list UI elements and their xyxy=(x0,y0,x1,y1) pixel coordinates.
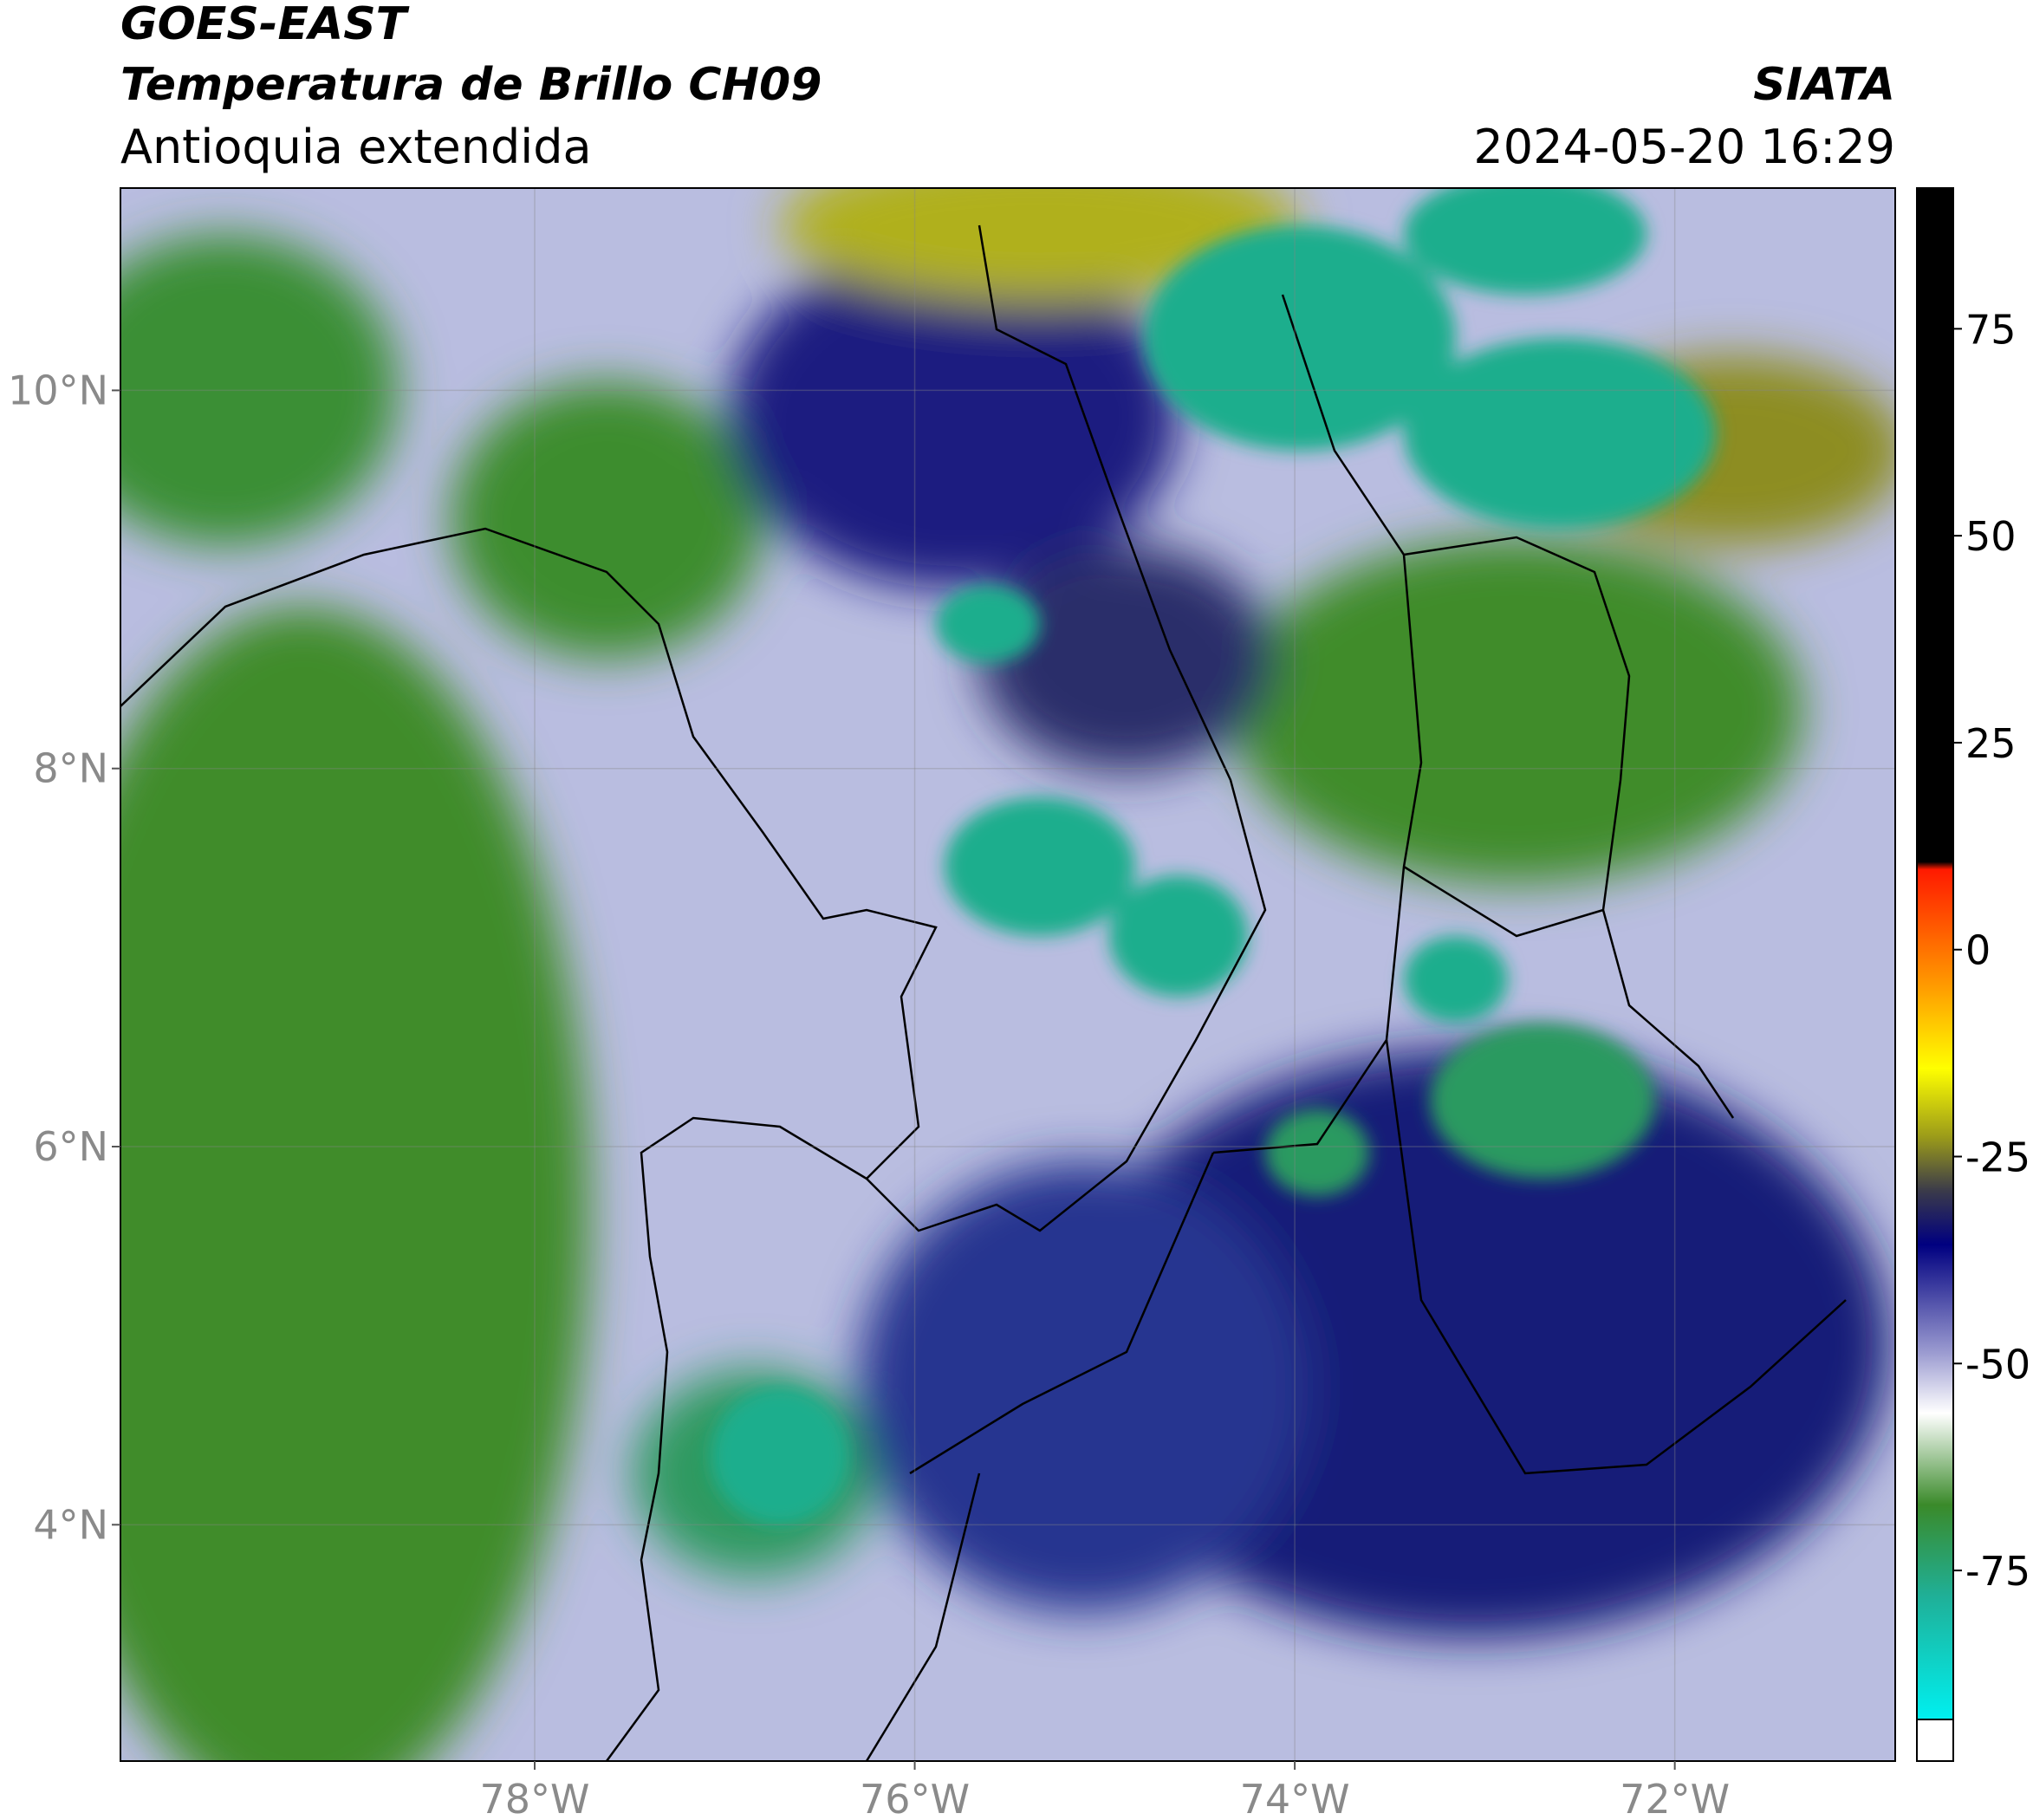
colorbar-tick-label: 75 xyxy=(1965,306,2017,353)
colorbar-frame xyxy=(1916,187,1954,1762)
colorbar xyxy=(1917,188,1953,1719)
boundaries xyxy=(120,224,1847,1761)
region-subtitle: Antioquia extendida xyxy=(120,120,592,174)
source-title: SIATA xyxy=(1753,59,1895,111)
lon-tick-label: 76°W xyxy=(860,1776,970,1820)
lon-tick-label: 78°W xyxy=(479,1776,589,1820)
lat-tick-label: 8°N xyxy=(33,745,108,792)
datetime: 2024-05-20 16:29 xyxy=(1473,120,1895,174)
colorbar-tick-label: -50 xyxy=(1965,1341,2030,1388)
colorbar-extension xyxy=(1916,1719,1954,1762)
satellite-title: GOES-EAST xyxy=(120,0,410,50)
product-title: Temperatura de Brillo CH09 xyxy=(120,59,822,111)
colorbar-tick-label: -25 xyxy=(1965,1134,2030,1181)
lon-tick-label: 72°W xyxy=(1620,1776,1730,1820)
lat-tick-label: 4°N xyxy=(33,1501,108,1548)
satellite-image xyxy=(120,188,1895,1761)
lat-tick-label: 10°N xyxy=(8,367,108,413)
graticule xyxy=(120,188,1895,1761)
colorbar-tick-label: 50 xyxy=(1965,513,2017,560)
lon-tick-label: 74°W xyxy=(1240,1776,1350,1820)
map-frame xyxy=(120,187,1896,1762)
colorbar-tick-label: 25 xyxy=(1965,720,2017,767)
colorbar-tick-label: 0 xyxy=(1965,927,1991,974)
lat-tick-label: 6°N xyxy=(33,1123,108,1170)
colorbar-tick-label: -75 xyxy=(1965,1548,2030,1595)
